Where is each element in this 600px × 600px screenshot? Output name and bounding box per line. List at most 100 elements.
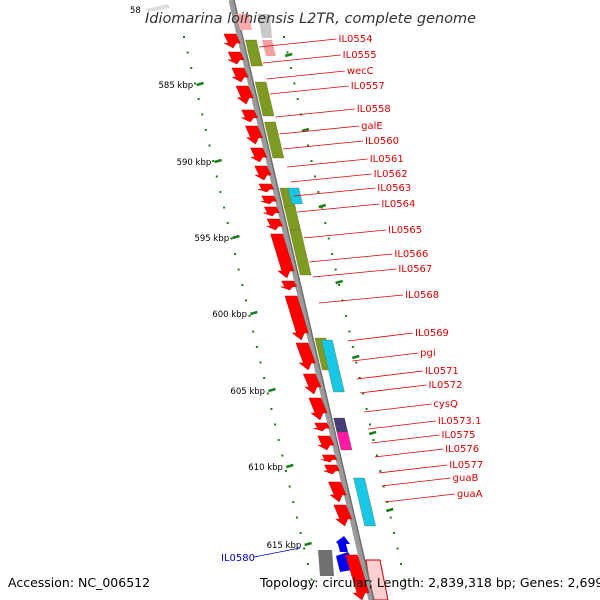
gene-label[interactable]: IL0565 [388, 225, 422, 236]
leader-line [378, 464, 448, 474]
leader-line [279, 125, 360, 135]
gene-label[interactable]: IL0562 [374, 169, 408, 180]
gene-label[interactable]: IL0558 [357, 104, 391, 115]
leader-line [359, 384, 427, 394]
cds-arrow [320, 454, 338, 463]
gene-label[interactable]: guaB [453, 473, 479, 484]
gene-label[interactable]: IL0580 [221, 553, 255, 564]
ruler-dot [233, 253, 236, 255]
ruler-dot [219, 191, 222, 193]
cds-arrow [227, 51, 245, 65]
gene-label[interactable]: IL0569 [415, 328, 449, 339]
ruler-dot [255, 346, 258, 348]
ruler-dot [389, 516, 392, 519]
ruler-dot [379, 470, 382, 472]
gene-label[interactable]: IL0568 [405, 290, 439, 301]
cds-arrow [266, 218, 284, 231]
cds-arrow-faded [236, 14, 252, 30]
ruler-dot [365, 408, 368, 410]
leader-line [381, 477, 451, 487]
cds-arrow [231, 67, 249, 83]
ruler-dot [338, 284, 341, 286]
ruler-dot [393, 532, 396, 534]
scale-tick [284, 52, 293, 58]
feature-block-olive [289, 229, 312, 276]
leader-line [282, 140, 364, 150]
leader-line [270, 85, 349, 95]
ruler-dot [334, 268, 337, 271]
leader-line [253, 547, 301, 558]
scale-ruler: 585 kbp 590 kbp 595 kbp 600 kbp 605 kbp 610 k… [159, 36, 406, 581]
leader-line [318, 294, 404, 304]
cds-arrow [345, 554, 370, 600]
scale-tick [268, 387, 276, 393]
ruler-dot [375, 454, 378, 457]
ruler-dot [299, 532, 302, 534]
scale-tick [304, 541, 312, 547]
gene-label[interactable]: IL0563 [377, 183, 411, 194]
gene-label[interactable]: IL0566 [394, 249, 428, 260]
gene-label[interactable]: IL0561 [370, 154, 404, 165]
gene-label[interactable]: cysQ [433, 399, 458, 410]
gene-label[interactable]: galE [361, 121, 383, 132]
gene-label[interactable]: IL0557 [351, 81, 385, 92]
leader-line [371, 434, 440, 444]
cds-arrow [250, 147, 268, 163]
gene-label[interactable]: IL0576 [445, 444, 479, 455]
gene-label[interactable]: IL0572 [428, 380, 462, 391]
ruler-dot [266, 392, 269, 395]
leader-line [303, 229, 387, 239]
cds-arrow [302, 373, 322, 395]
gene-label[interactable]: pgi [420, 348, 435, 359]
cds-arrow [241, 109, 258, 123]
gene-label[interactable]: IL0577 [449, 460, 483, 471]
background-layer [146, 4, 170, 12]
gene-label[interactable]: IL0573.1 [438, 416, 482, 427]
ruler-dot [274, 423, 277, 426]
ruler-dot [293, 82, 296, 85]
ruler-dot [295, 516, 298, 519]
scale-tick-label: 610 kbp [248, 463, 283, 473]
cds-arrow [254, 165, 272, 181]
gene-label[interactable]: IL0564 [381, 199, 415, 210]
ruler-dot [362, 392, 365, 395]
cds-track [223, 14, 370, 600]
gene-label[interactable]: wecC [347, 66, 374, 77]
scale-tick [196, 81, 204, 87]
ruler-dot [348, 330, 351, 333]
cds-arrow [270, 233, 295, 279]
ruler-dot [303, 547, 306, 550]
ruler-dot [201, 113, 204, 116]
scale-tick-label: 600 kbp [212, 310, 247, 320]
gene-label[interactable]: IL0567 [398, 264, 432, 275]
topology-text: Topology: circular; Length: 2,839,318 bp… [259, 575, 600, 590]
cds-arrow [280, 280, 298, 291]
feature-block-purple [333, 417, 348, 433]
ruler-dot [230, 237, 233, 240]
ruler-dot [369, 423, 372, 426]
feature-block-olive [245, 39, 263, 67]
ruler-dot [208, 144, 211, 147]
scale-tick-label: 585 kbp [159, 81, 194, 91]
cds-arrow [317, 435, 335, 451]
gene-label[interactable]: IL0555 [343, 50, 377, 61]
ruler-dot [248, 315, 251, 317]
ruler-dot [358, 377, 361, 379]
genome-backbone [228, 0, 375, 600]
ruler-dot [193, 82, 196, 85]
cds-arrow [328, 481, 347, 503]
ruler-dot [197, 98, 200, 100]
gene-label[interactable]: guaA [457, 489, 483, 500]
ruler-dot [289, 67, 292, 69]
map-title: Idiomarina loihiensis L2TR, complete gen… [145, 11, 476, 27]
ruler-dot [307, 144, 310, 147]
gene-label[interactable]: IL0575 [441, 430, 475, 441]
cds-arrow [223, 33, 241, 49]
ruler-dot [324, 222, 327, 224]
gene-label[interactable]: IL0571 [425, 366, 459, 377]
ruler-dot [320, 206, 323, 209]
label-leaders [253, 38, 455, 558]
gene-label[interactable]: IL0554 [339, 34, 373, 45]
gene-label[interactable]: IL0560 [365, 136, 399, 147]
ruler-dot [190, 67, 193, 69]
